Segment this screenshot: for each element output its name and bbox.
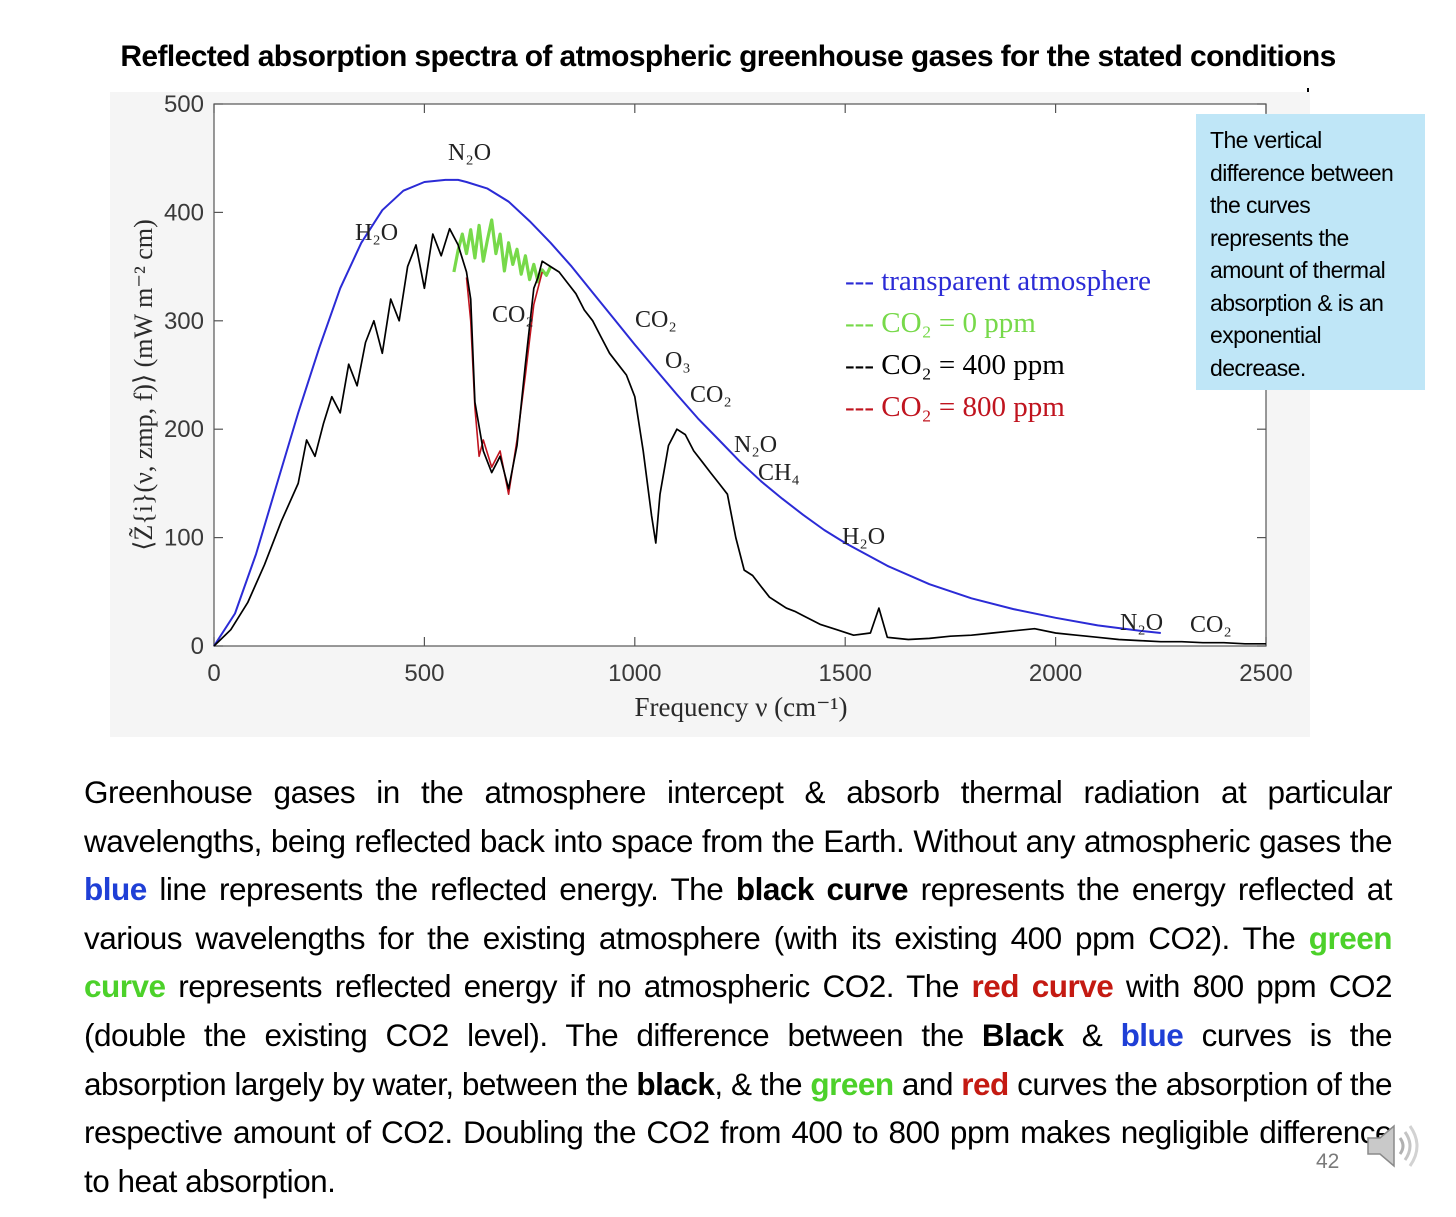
note-box: The vertical difference between the curv… xyxy=(1196,114,1425,390)
y-axis-label: ⟨Z̃{i}(ν, zmp, f)⟩ (mW m⁻² cm) xyxy=(129,219,158,550)
series-line-2 xyxy=(213,227,1266,647)
body-blue-word: blue xyxy=(84,871,147,908)
y-tick-label: 100 xyxy=(164,525,204,552)
molecule-label: CO₂ xyxy=(1190,612,1232,638)
molecule-label: CO₂ xyxy=(690,382,732,408)
body-text: represents reflected energy if no atmosp… xyxy=(165,968,972,1005)
body-text: line represents the reflected energy. Th… xyxy=(146,871,736,908)
y-tick-label: 500 xyxy=(164,92,204,118)
legend-entry: --- CO₂ = 800 ppm xyxy=(845,391,1065,423)
note-line: amount of thermal xyxy=(1210,257,1386,283)
body-red-word: red xyxy=(961,1065,1009,1102)
y-tick-label: 300 xyxy=(164,308,204,335)
note-line: decrease. xyxy=(1210,354,1306,381)
y-tick-label: 200 xyxy=(164,416,204,443)
note-line: absorption & is an xyxy=(1210,289,1384,316)
body-text: and xyxy=(893,1065,962,1102)
legend-entry: --- transparent atmosphere xyxy=(845,265,1151,297)
page-number: 42 xyxy=(1316,1150,1340,1173)
x-tick-label: 2500 xyxy=(1239,660,1292,687)
molecule-label: H₂O xyxy=(355,220,398,246)
molecule-label: CH₄ xyxy=(758,460,800,486)
molecule-label: N₂O xyxy=(448,140,491,166)
slide-title: Reflected absorption spectra of atmosphe… xyxy=(120,40,1336,73)
note-line: represents the xyxy=(1210,224,1349,251)
legend-entry: --- CO₂ = 400 ppm xyxy=(845,349,1065,381)
note-line: difference between xyxy=(1210,159,1394,186)
body-text: represents the energy reflected at vario… xyxy=(84,871,1393,956)
molecule-label: CO₂ xyxy=(635,307,677,333)
molecule-label: CO₂ xyxy=(492,302,534,328)
body-text: Greenhouse gases in the atmosphere inter… xyxy=(84,774,1393,859)
molecule-label: H₂O xyxy=(842,524,885,550)
speaker-icon[interactable] xyxy=(1364,1118,1420,1174)
x-tick-label: 500 xyxy=(404,660,444,687)
molecule-label: N₂O xyxy=(734,432,777,458)
molecule-label: O₃ xyxy=(665,348,691,374)
series-line-0 xyxy=(213,178,1161,647)
x-tick-label: 1000 xyxy=(608,660,661,687)
spectrum-chart: 0 500 1000 1500 2000 2500 0 100 200 300 400 500 Freq… xyxy=(129,92,1293,722)
x-tick-label: 2000 xyxy=(1029,660,1082,687)
body-black-word: black xyxy=(636,1065,715,1102)
body-green-word: green xyxy=(810,1065,894,1102)
x-tick-label: 1500 xyxy=(819,660,872,687)
note-line: exponential xyxy=(1210,322,1322,348)
body-black-word: Black xyxy=(981,1016,1064,1053)
note-line: The vertical xyxy=(1210,127,1322,153)
body-text: , & the xyxy=(714,1065,811,1102)
note-line: the curves xyxy=(1210,192,1311,218)
body-red-curve: red curve xyxy=(971,968,1114,1005)
body-text: curves the absorption of the respective … xyxy=(84,1065,1393,1199)
body-text: & xyxy=(1063,1016,1121,1053)
series-line-1 xyxy=(452,218,553,284)
body-paragraph: Greenhouse gases in the atmosphere inter… xyxy=(84,768,1393,1205)
molecule-label: N₂O xyxy=(1120,610,1163,636)
body-black-curve: black curve xyxy=(735,871,909,908)
y-tick-label: 0 xyxy=(191,633,204,660)
y-tick-label: 400 xyxy=(164,199,204,226)
body-text: curves is the absorption largely by wate… xyxy=(84,1016,1393,1102)
x-tick-label: 0 xyxy=(207,660,220,687)
body-text: with 800 ppm CO2 (double the existing CO… xyxy=(84,968,1393,1053)
body-green-curve: green curve xyxy=(84,919,1393,1005)
chart-panel: 0 500 1000 1500 2000 2500 0 100 200 300 400 500 Freq… xyxy=(110,92,1310,737)
body-blue-word: blue xyxy=(1120,1016,1184,1053)
legend-entry: --- CO₂ = 0 ppm xyxy=(845,307,1036,339)
x-axis-label: Frequency ν (cm⁻¹) xyxy=(635,692,848,722)
plot-frame xyxy=(213,103,1267,647)
